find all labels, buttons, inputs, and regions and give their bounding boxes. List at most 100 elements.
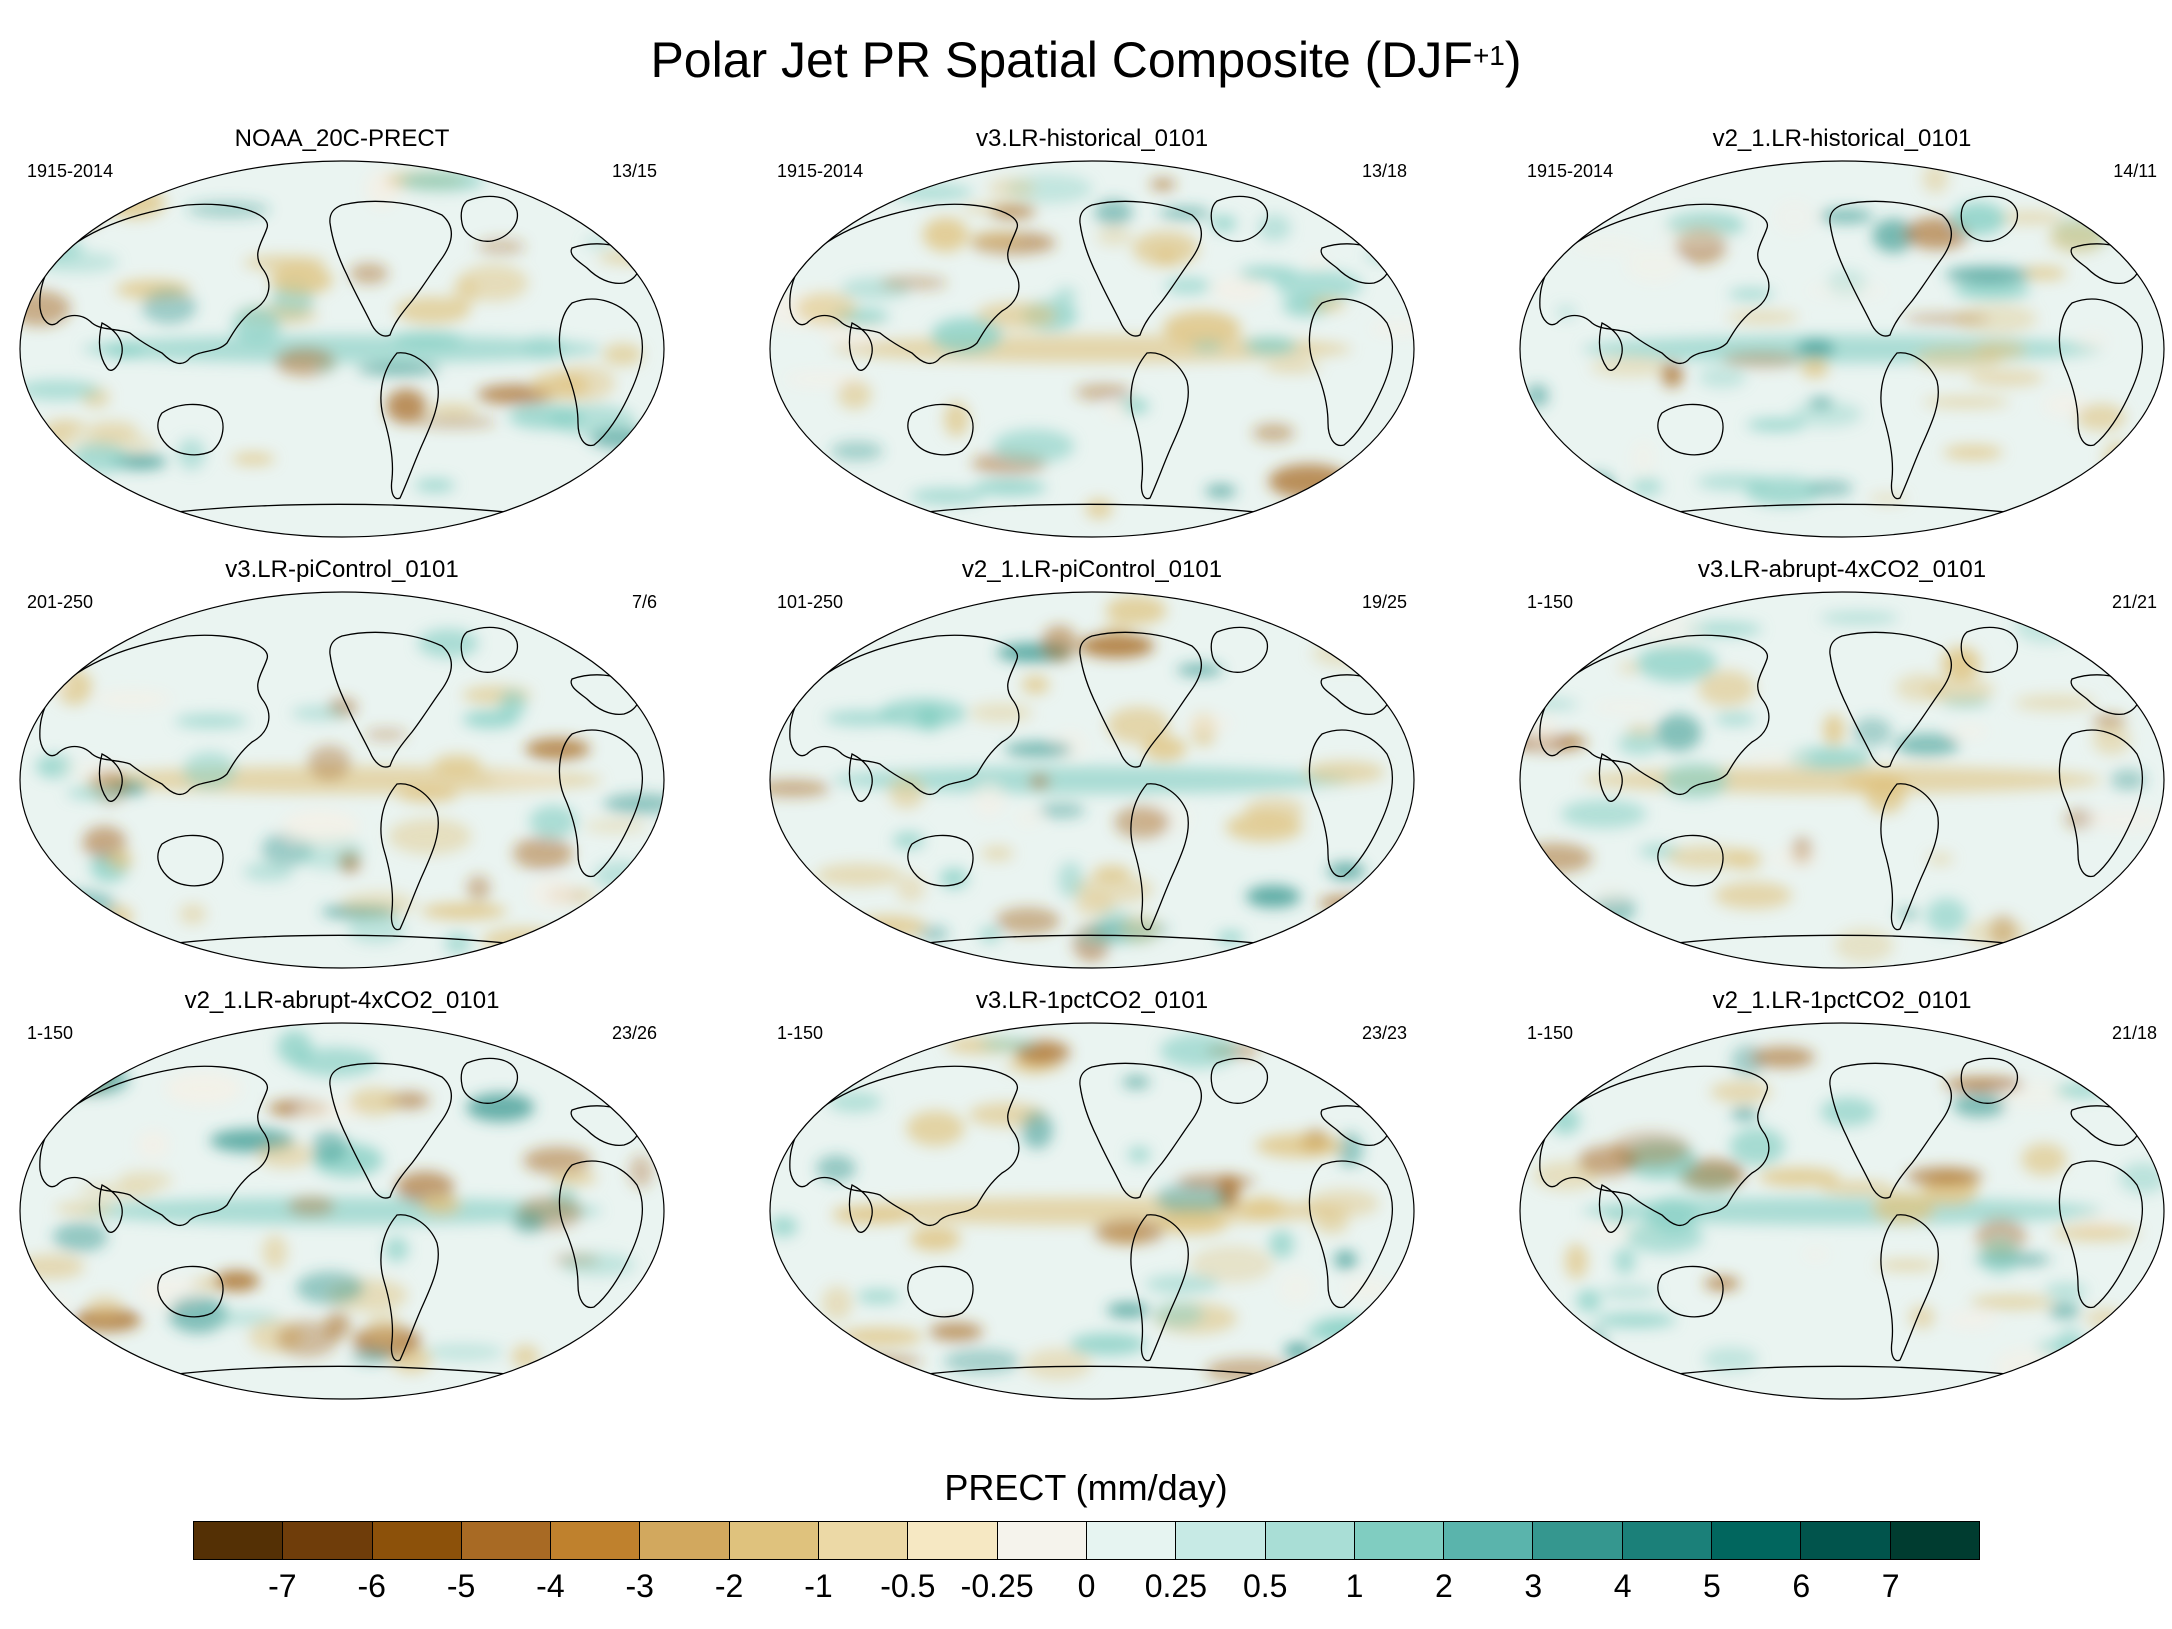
colorbar-box	[819, 1522, 909, 1559]
colorbar-tick-label: -4	[536, 1568, 565, 1604]
coastline	[380, 352, 439, 500]
coastline	[1079, 200, 1202, 337]
panel-title: v2_1.LR-abrupt-4xCO2_0101	[184, 987, 500, 1014]
colorbar-tick-label: 7	[1881, 1568, 1900, 1604]
colorbar-box	[1890, 1522, 1979, 1559]
panel-period: 1-150	[27, 1023, 74, 1043]
colorbar-box	[1533, 1522, 1623, 1559]
panel-count: 23/23	[1361, 1023, 1407, 1043]
panel-period: 1915-2014	[1527, 161, 1614, 181]
panel-title: NOAA_20C-PRECT	[234, 125, 450, 152]
world-map	[19, 160, 665, 538]
world-map	[769, 160, 1415, 538]
coastline	[558, 298, 643, 447]
map-border	[19, 591, 665, 969]
panel-title: v2_1.LR-piControl_0101	[961, 556, 1223, 583]
colorbar-tick-label: 0	[1077, 1568, 1096, 1604]
panel-count: 23/26	[611, 1023, 657, 1043]
coastline	[2058, 1160, 2143, 1309]
map-panel-1: NOAA_20C-PRECT 1915-2014 13/15	[12, 125, 672, 545]
map-border	[19, 160, 665, 538]
coastline	[1539, 203, 1770, 365]
coastline	[1539, 634, 1770, 796]
coastline	[1130, 783, 1189, 931]
colorbar-box	[461, 1522, 552, 1559]
coastline	[1210, 626, 1269, 673]
panel-count: 13/15	[611, 161, 657, 181]
colorbar-title: PRECT (mm/day)	[944, 1467, 1228, 1508]
map-field	[1520, 592, 2164, 968]
coastline	[1130, 352, 1189, 500]
world-map	[19, 591, 665, 969]
coastline	[1130, 1214, 1189, 1362]
colorbar-tick-label: 0.5	[1242, 1568, 1288, 1604]
coastline	[1308, 298, 1393, 447]
colorbar-box	[551, 1522, 641, 1559]
coastline	[380, 1214, 439, 1362]
coastline	[1960, 626, 2019, 673]
colorbar-tick-label: -1	[804, 1568, 833, 1604]
colorbar-box	[1265, 1522, 1355, 1559]
colorbar-box	[1176, 1522, 1266, 1559]
colorbar-tick-label: 6	[1792, 1568, 1811, 1604]
coastline	[2058, 298, 2143, 447]
panel-title: v2_1.LR-1pctCO2_0101	[1712, 987, 1972, 1014]
coastline	[1880, 1214, 1939, 1362]
coastline	[789, 203, 1020, 365]
colorbar-box	[372, 1522, 462, 1559]
coastline	[1960, 195, 2019, 242]
map-panel-7: v2_1.LR-abrupt-4xCO2_0101 1-150 23/26	[12, 987, 672, 1407]
world-map	[769, 1022, 1415, 1400]
colorbar-box	[640, 1522, 730, 1559]
coastline	[460, 1057, 519, 1104]
coastline	[1880, 352, 1939, 500]
map-field	[20, 592, 664, 968]
coastline	[1657, 1265, 1724, 1318]
figure-title: Polar Jet PR Spatial Composite (DJF+1)	[0, 30, 2172, 90]
panel-period: 201-250	[27, 592, 94, 612]
coastline	[1829, 200, 1952, 337]
map-field	[770, 1023, 1414, 1399]
world-map	[19, 1022, 665, 1400]
coastline	[1308, 729, 1393, 878]
coastline	[1960, 1057, 2019, 1104]
coastline	[848, 753, 873, 802]
panel-period: 101-250	[777, 592, 844, 612]
colorbar-tick-label: 2	[1434, 1568, 1453, 1604]
coastline	[1539, 1065, 1770, 1227]
map-field	[20, 1023, 664, 1399]
coastline	[98, 322, 123, 371]
map-border	[1519, 591, 2165, 969]
panel-count: 14/11	[2113, 161, 2157, 181]
coastline	[460, 195, 519, 242]
coastline	[848, 1184, 873, 1233]
map-panel-9: v2_1.LR-1pctCO2_0101 1-150 21/18	[1512, 987, 2172, 1407]
panel-title: v3.LR-piControl_0101	[225, 556, 459, 583]
colorbar-tick-label: -7	[268, 1568, 297, 1604]
coastline	[848, 322, 873, 371]
figure-title-close: )	[1504, 32, 1522, 88]
map-border	[769, 1022, 1415, 1400]
panel-period: 1-150	[1527, 1023, 1574, 1043]
world-map	[1519, 1022, 2165, 1400]
coastline	[329, 1062, 452, 1199]
coastline	[157, 403, 224, 456]
coastline	[1598, 1184, 1623, 1233]
colorbar-box	[1444, 1522, 1534, 1559]
coastline	[1829, 631, 1952, 768]
colorbar-box	[997, 1522, 1087, 1559]
panel-period: 1-150	[777, 1023, 824, 1043]
panel-count: 19/25	[1361, 592, 1407, 612]
colorbar-box	[283, 1522, 373, 1559]
colorbar-box	[908, 1522, 998, 1559]
panel-count: 13/18	[1361, 161, 1407, 181]
coastline	[157, 1265, 224, 1318]
colorbar-tick-label: 5	[1703, 1568, 1721, 1604]
colorbar-tick-label: 4	[1613, 1568, 1632, 1604]
map-border	[1519, 1022, 2165, 1400]
map-panel-2: v3.LR-historical_0101 1915-2014 13/18	[762, 125, 1422, 545]
coastline	[380, 783, 439, 931]
colorbar-tick-label: -6	[357, 1568, 386, 1604]
coastline	[1079, 631, 1202, 768]
world-map	[1519, 591, 2165, 969]
